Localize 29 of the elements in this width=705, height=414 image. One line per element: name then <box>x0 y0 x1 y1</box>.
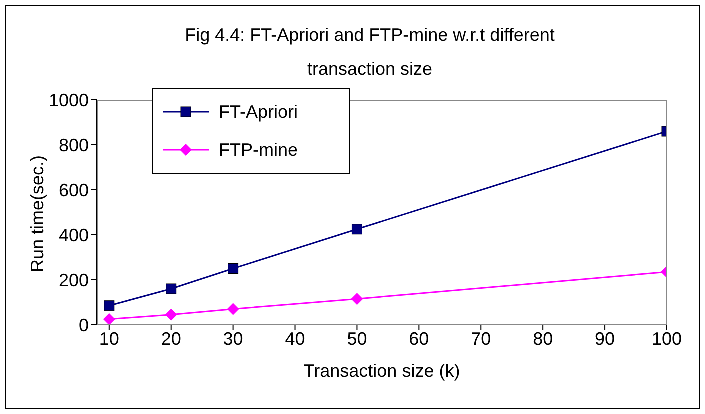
point <box>104 300 115 312</box>
y-axis-title: Run time(sec.) <box>27 155 48 272</box>
x-tick-label: 20 <box>161 328 182 349</box>
y-tick-label: 600 <box>58 180 89 200</box>
x-tick-label: 60 <box>409 328 430 349</box>
point <box>351 293 364 306</box>
x-axis-title: Transaction size (k) <box>304 361 460 381</box>
legend-label: FTP-mine <box>219 140 298 160</box>
x-tick-label: 80 <box>533 328 554 349</box>
point <box>166 284 177 294</box>
x-tick-label: 50 <box>347 328 368 349</box>
x-tick-label: 100 <box>652 328 682 349</box>
y-tick-label: 400 <box>58 225 89 246</box>
point <box>165 308 178 321</box>
chart-title: Fig 4.4: FT-Apriori and FTP-mine w.r.t different transaction size <box>184 24 556 81</box>
point <box>227 303 240 316</box>
x-tick-label: 10 <box>99 328 120 349</box>
y-tick-label: 0 <box>78 315 89 336</box>
point <box>352 224 362 235</box>
x-tick-label: 30 <box>223 328 244 349</box>
x-tick-label: 70 <box>471 328 492 349</box>
point <box>103 313 116 325</box>
point <box>228 264 239 274</box>
x-tick-label: 90 <box>595 328 616 349</box>
y-tick-label: 800 <box>58 135 89 156</box>
y-tick-label: 200 <box>58 270 89 290</box>
legend-label: FT-Apriori <box>219 102 298 122</box>
x-tick-label: 40 <box>285 328 306 349</box>
y-tick-label: 1000 <box>48 90 89 110</box>
